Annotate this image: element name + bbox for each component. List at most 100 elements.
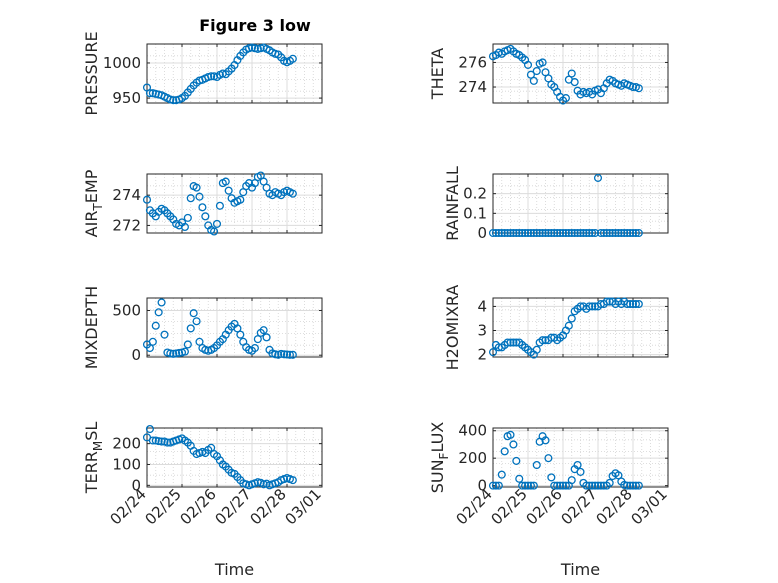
rainfall-point — [623, 228, 632, 238]
h2omixra-point — [626, 299, 635, 309]
rainfall-point — [591, 228, 600, 238]
rainfall-point — [620, 228, 629, 238]
h2omixra-point — [503, 338, 512, 347]
air-temp-point — [288, 189, 297, 198]
sun-flux-ytick-label: 0 — [477, 477, 487, 495]
terr-msl-point — [163, 438, 172, 447]
mixdepth-point — [148, 337, 157, 346]
rainfall-point — [588, 228, 597, 238]
sun-flux-point — [494, 481, 503, 490]
mixdepth-point — [172, 349, 181, 358]
mixdepth-point — [233, 324, 242, 333]
h2omixra-point — [585, 302, 594, 311]
rainfall-point — [558, 228, 568, 238]
pressure-point — [207, 72, 216, 81]
pressure-axes-box — [146, 43, 323, 104]
sun-flux-point — [541, 436, 550, 445]
mixdepth-point — [236, 330, 245, 339]
rainfall-point — [541, 228, 550, 238]
rainfall-ytick-label: 0.2 — [463, 185, 487, 203]
terr-msl-xtick-label: 02/27 — [212, 485, 255, 528]
rainfall-point — [611, 228, 620, 238]
pressure-point — [169, 96, 178, 105]
h2omixra-point — [509, 338, 518, 347]
rainfall-point — [605, 228, 614, 238]
rainfall-point — [582, 228, 591, 238]
mixdepth-ytick-label: 0 — [131, 346, 141, 364]
mixdepth-point — [262, 333, 271, 342]
pressure-ytick-label: 1000 — [103, 54, 141, 72]
rainfall-point — [561, 228, 570, 238]
mixdepth-point — [285, 350, 294, 359]
rainfall-point — [494, 228, 503, 238]
sun-flux-point — [576, 467, 585, 476]
pressure-point — [288, 54, 297, 63]
mixdepth-point — [186, 324, 195, 333]
terr-msl-ylabel: TERRMSL — [82, 422, 105, 495]
sun-flux-xtick-label: 02/25 — [488, 485, 531, 528]
theta-ytick-label: 274 — [458, 78, 487, 96]
theta-point — [529, 76, 538, 85]
theta-point — [561, 94, 570, 103]
sun-flux-ytick-label: 200 — [458, 449, 487, 467]
air-temp-ylabel: AIRTEMP — [82, 169, 105, 237]
air-temp-point — [192, 183, 201, 192]
terr-msl-xtick-label: 02/26 — [177, 485, 220, 528]
sun-flux-xtick-label: 02/28 — [593, 485, 636, 528]
h2omixra-ylabel: H2OMIXRA — [443, 285, 462, 371]
air-temp-point — [201, 212, 210, 221]
rainfall-point — [515, 228, 524, 238]
air-temp-point — [212, 219, 222, 228]
theta-point — [532, 66, 541, 76]
theta-ylabel: THETA — [428, 48, 447, 100]
terr-msl-ytick-label: 200 — [112, 435, 141, 453]
terr-msl-xtick-label: 03/01 — [282, 485, 325, 528]
sun-flux-point — [515, 474, 524, 483]
rainfall-point — [596, 228, 605, 238]
rainfall-point — [488, 228, 498, 238]
h2omixra-point — [602, 297, 611, 306]
rainfall-point — [626, 228, 635, 238]
theta-point — [570, 78, 579, 87]
h2omixra-point — [564, 321, 573, 330]
rainfall-point — [576, 228, 585, 238]
mixdepth-point — [277, 349, 286, 358]
terr-msl-ytick-label: 100 — [112, 455, 141, 473]
theta-point — [634, 84, 643, 93]
rainfall-plot-area — [493, 174, 668, 233]
mixdepth-point — [160, 330, 169, 339]
mixdepth-point — [195, 337, 204, 346]
rainfall-point — [535, 228, 544, 238]
theta-ytick-label: 276 — [458, 53, 487, 71]
mixdepth-point — [183, 340, 192, 349]
sun-flux-point — [509, 440, 518, 449]
sun-flux-point — [558, 481, 568, 490]
h2omixra-ytick-label: 4 — [477, 297, 487, 315]
sun-flux-point — [628, 481, 638, 490]
rainfall-point — [599, 228, 608, 238]
mixdepth-point — [189, 309, 198, 318]
sun-flux-point — [567, 476, 576, 485]
rainfall-point — [491, 228, 500, 238]
mixdepth-point — [271, 350, 280, 359]
air-temp-point — [142, 195, 152, 204]
theta-point — [538, 58, 547, 67]
mixdepth-point — [169, 349, 178, 358]
sun-flux-ylabel: SUNFLUX — [428, 422, 451, 494]
h2omixra-point — [506, 338, 515, 347]
rainfall-point — [518, 228, 527, 238]
mixdepth-point — [166, 349, 175, 358]
mixdepth-axes-box — [146, 297, 323, 358]
sun-flux-point — [626, 481, 635, 490]
mixdepth-point — [175, 348, 184, 358]
h2omixra-point — [628, 299, 638, 309]
rainfall-point — [532, 228, 541, 238]
theta-point — [523, 60, 533, 69]
h2omixra-ytick-label: 2 — [477, 346, 487, 364]
sun-flux-point — [497, 470, 506, 479]
pressure-point — [145, 89, 154, 98]
h2omixra-point — [567, 314, 576, 323]
terr-msl-point — [154, 437, 163, 446]
theta-axes-box — [492, 43, 669, 104]
